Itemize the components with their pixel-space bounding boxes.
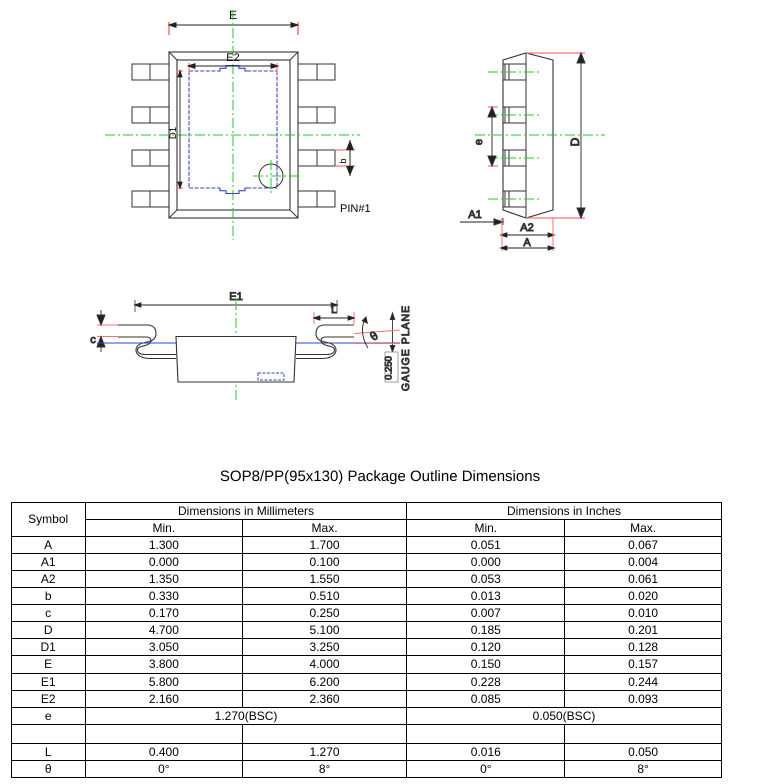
svg-text:SOP8/PP(95x130) Package Outlin: SOP8/PP(95x130) Package Outline Dimensio… [220,468,540,485]
svg-text:A2: A2 [520,222,533,234]
svg-text:A1: A1 [468,209,481,221]
svg-text:θ: θ [367,328,381,343]
svg-text:D: D [568,137,582,146]
svg-text:GAUGE PLANE: GAUGE PLANE [400,305,412,391]
svg-text:L: L [331,304,337,316]
svg-text:E2: E2 [226,52,239,64]
svg-text:c: c [90,334,96,346]
svg-text:e: e [473,139,485,145]
svg-text:A: A [523,237,531,249]
svg-text:D1: D1 [168,127,179,139]
svg-text:PIN#1: PIN#1 [340,203,371,215]
svg-text:0.250: 0.250 [384,356,395,380]
svg-text:b: b [338,158,348,163]
